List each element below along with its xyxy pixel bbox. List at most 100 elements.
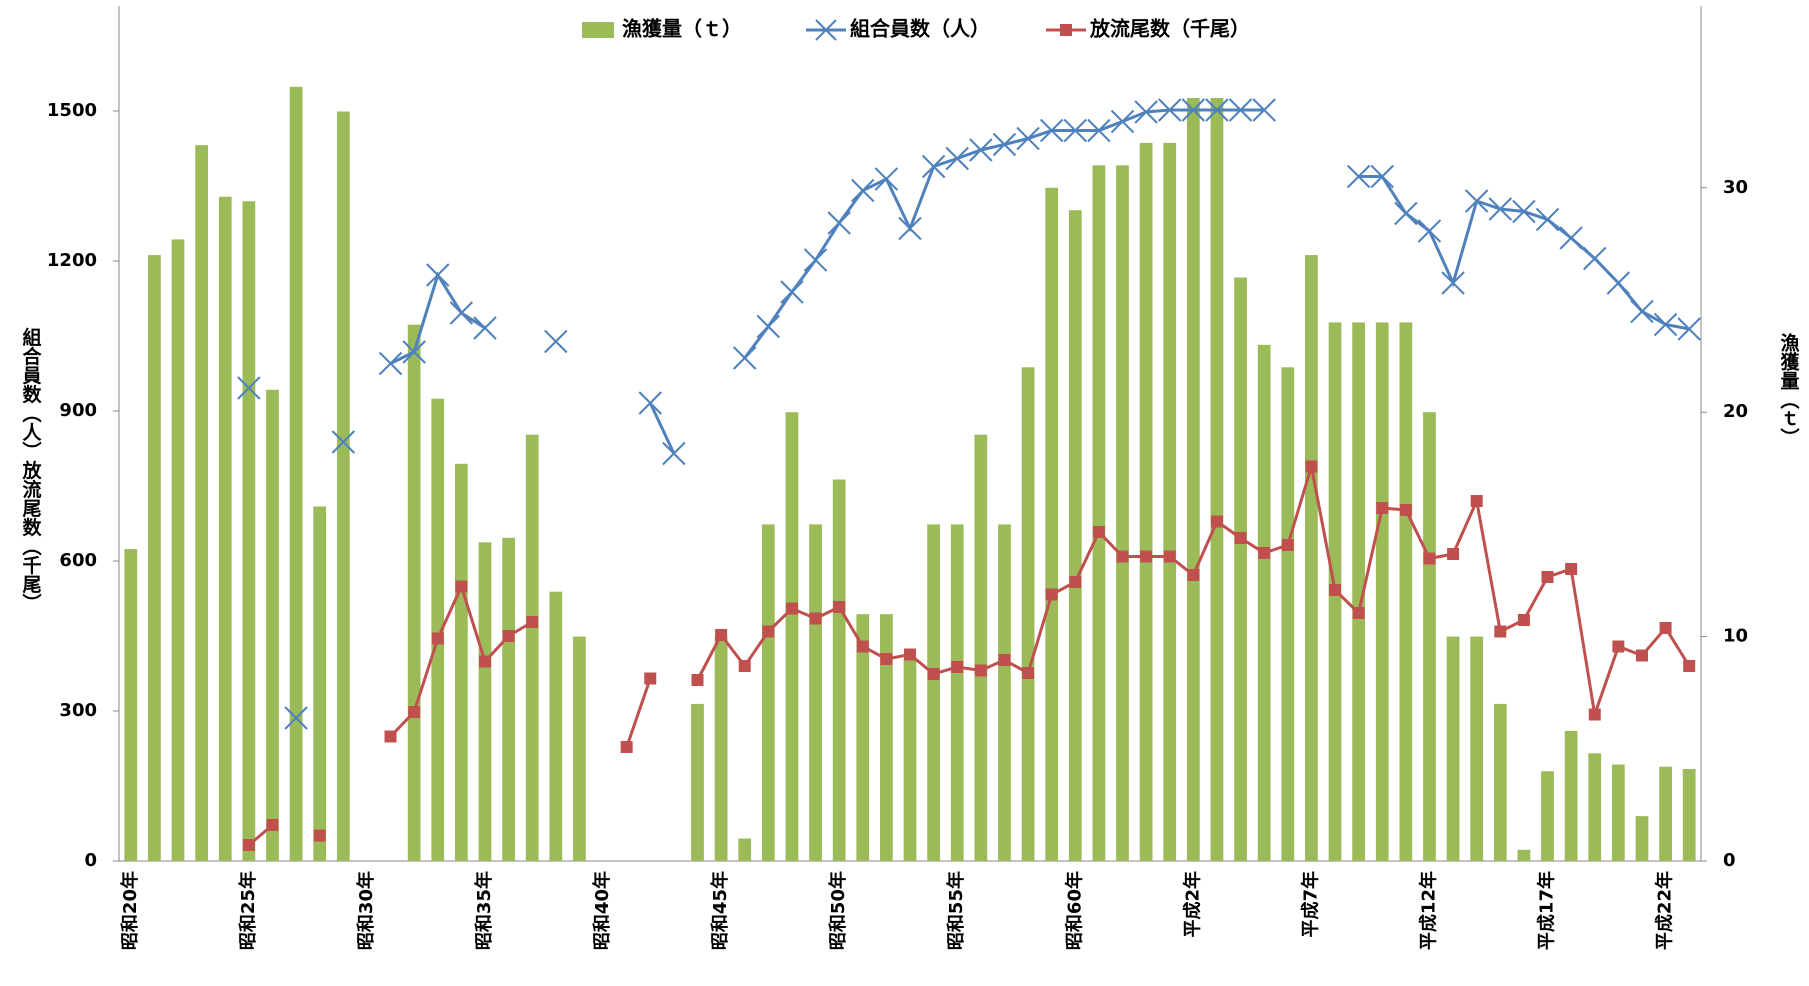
y-tick-label: 1500 <box>47 100 97 121</box>
marker <box>1606 271 1631 295</box>
bar <box>1399 322 1413 861</box>
x-tick-label: 昭和60年 <box>1063 871 1085 950</box>
marker <box>1134 100 1158 124</box>
x-tick-label: 昭和30年 <box>355 871 377 950</box>
marker <box>803 248 828 272</box>
marker <box>1116 550 1129 563</box>
x-tick-label: 平成2年 <box>1181 871 1203 938</box>
marker <box>544 329 568 354</box>
bar <box>266 389 279 861</box>
marker <box>1583 246 1607 271</box>
bar <box>1635 816 1649 861</box>
marker <box>1394 201 1418 226</box>
bar <box>903 659 917 861</box>
marker <box>1417 219 1442 243</box>
bar <box>856 614 870 861</box>
bar <box>218 196 232 861</box>
marker <box>691 674 704 686</box>
marker <box>1588 708 1601 721</box>
marker <box>856 640 869 653</box>
y-tick-label: 600 <box>59 550 97 571</box>
marker <box>1464 189 1489 213</box>
bar <box>407 324 421 862</box>
marker <box>378 351 403 376</box>
bar <box>738 838 752 861</box>
marker <box>1205 98 1229 122</box>
bar <box>195 145 209 862</box>
bar <box>1234 277 1247 862</box>
marker <box>951 661 964 673</box>
marker <box>904 648 916 661</box>
x-tick-label: 昭和55年 <box>945 871 967 950</box>
marker <box>1069 576 1082 588</box>
marker <box>1535 207 1560 232</box>
x-tick-label: 昭和35年 <box>473 871 495 950</box>
marker <box>638 391 662 415</box>
marker <box>785 602 798 615</box>
marker <box>1541 571 1554 583</box>
bar <box>1186 98 1200 861</box>
bar <box>148 255 161 861</box>
marker <box>502 630 515 642</box>
marker <box>1110 109 1135 134</box>
y2-tick-label: 10 <box>1723 626 1748 647</box>
legend-swatch <box>582 22 614 38</box>
bar <box>289 86 303 861</box>
marker <box>1677 317 1701 341</box>
marker <box>1352 607 1365 619</box>
y2-tick-label: 20 <box>1723 401 1748 422</box>
bar <box>454 463 468 861</box>
marker <box>1630 299 1654 324</box>
marker <box>992 132 1017 157</box>
x-tick-label: 昭和50年 <box>827 871 849 950</box>
legend-label: 漁獲量（ｔ） <box>622 17 742 41</box>
marker <box>662 441 686 466</box>
bar <box>691 703 704 861</box>
line <box>389 108 1690 455</box>
marker <box>1659 622 1672 634</box>
bar <box>478 542 492 861</box>
marker <box>974 664 987 677</box>
marker <box>1512 199 1536 224</box>
bar <box>1517 849 1531 861</box>
bar <box>242 201 256 862</box>
marker <box>1022 667 1035 679</box>
bar <box>1092 165 1106 862</box>
bar <box>1375 322 1389 861</box>
marker <box>738 660 751 672</box>
marker <box>1441 271 1465 295</box>
bar <box>1352 322 1366 861</box>
marker <box>455 580 468 593</box>
y2-axis-title: 漁獲量（ｔ） <box>1778 332 1800 447</box>
bar <box>714 636 728 861</box>
marker <box>313 829 326 842</box>
marker <box>237 376 261 400</box>
bar <box>1305 255 1318 861</box>
marker <box>851 178 875 203</box>
marker <box>266 819 279 831</box>
marker <box>1494 625 1507 638</box>
bar <box>1564 730 1578 861</box>
bar <box>1021 367 1035 861</box>
bar <box>998 524 1011 861</box>
bar <box>1470 636 1484 861</box>
marker <box>1517 614 1530 626</box>
marker <box>1612 640 1625 653</box>
bar <box>880 614 893 861</box>
bar <box>336 111 350 862</box>
marker <box>526 616 539 628</box>
marker <box>1045 588 1058 601</box>
marker <box>620 741 633 753</box>
x-tick-label: 平成17年 <box>1536 871 1558 950</box>
marker <box>1210 515 1223 528</box>
marker <box>1653 312 1678 337</box>
bar <box>502 537 515 861</box>
marker <box>1370 164 1394 189</box>
marker <box>969 138 993 162</box>
marker <box>898 216 922 241</box>
marker <box>1039 118 1064 143</box>
marker <box>1376 502 1389 514</box>
bar <box>1682 768 1696 861</box>
marker <box>1281 539 1294 551</box>
